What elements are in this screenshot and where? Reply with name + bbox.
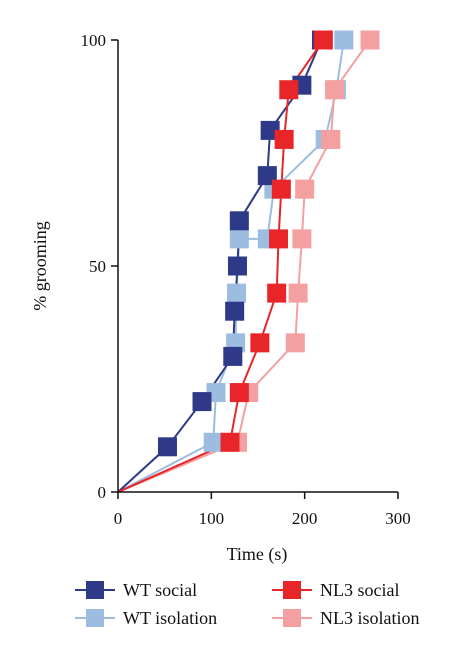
x-tick-label: 100: [199, 509, 225, 528]
series-line: [117, 39, 323, 493]
y-tick-label: 0: [98, 483, 107, 502]
data-point: [334, 30, 354, 50]
data-point: [274, 129, 294, 149]
data-point: [269, 229, 289, 249]
legend-label: WT social: [123, 580, 197, 600]
data-point: [325, 80, 345, 100]
data-point: [227, 283, 247, 303]
x-tick-label: 0: [114, 509, 123, 528]
data-point: [229, 211, 249, 231]
legend-label: NL3 social: [320, 580, 399, 600]
legend-marker: [86, 581, 104, 599]
legend-label: WT isolation: [123, 608, 217, 628]
x-tick-label: 200: [292, 509, 318, 528]
data-point: [292, 229, 312, 249]
series-line: [117, 39, 325, 493]
data-point: [229, 229, 249, 249]
data-point: [220, 432, 240, 452]
data-point: [225, 301, 245, 321]
y-axis-title: % grooming: [30, 221, 50, 311]
legend-label: NL3 isolation: [320, 608, 420, 628]
x-ticks: 0 100 200 300: [114, 492, 411, 528]
data-point: [321, 129, 341, 149]
x-axis-title: Time (s): [227, 544, 288, 565]
series-line: [117, 39, 371, 493]
data-point: [229, 383, 249, 403]
legend-marker: [86, 609, 104, 627]
data-point: [295, 179, 315, 199]
data-point: [223, 346, 243, 366]
legend-marker: [283, 581, 301, 599]
data-point: [285, 333, 305, 353]
data-point: [157, 437, 177, 457]
data-point: [267, 283, 287, 303]
y-ticks: 0 50 100: [81, 31, 118, 502]
data-point: [279, 80, 299, 100]
data-point: [288, 283, 308, 303]
data-point: [271, 179, 291, 199]
data-point: [203, 432, 223, 452]
data-point: [313, 30, 333, 50]
x-tick-label: 300: [385, 509, 411, 528]
data-point: [250, 333, 270, 353]
data-point: [227, 256, 247, 276]
y-tick-label: 100: [81, 31, 107, 50]
y-tick-label: 50: [89, 257, 106, 276]
data-point: [360, 30, 380, 50]
plot-markers: [157, 30, 380, 457]
legend-marker: [283, 609, 301, 627]
legend: WT social WT isolation NL3 social NL3 isola…: [75, 580, 420, 628]
axes: 0 50 100 0 100 200 300: [81, 31, 411, 528]
data-point: [192, 392, 212, 412]
